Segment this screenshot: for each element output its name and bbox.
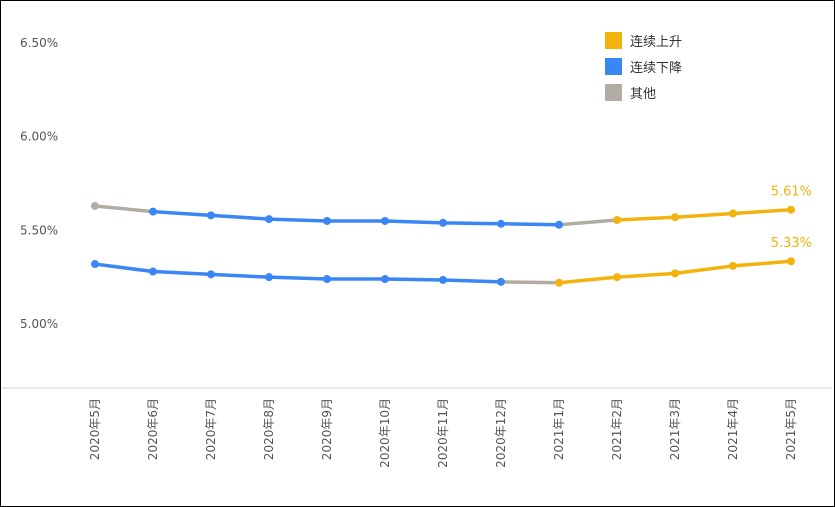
data-point [149, 267, 157, 276]
data-point [265, 215, 273, 224]
legend-swatch [605, 32, 622, 49]
data-point [323, 216, 331, 225]
legend-label: 其他 [630, 87, 656, 102]
data-point [729, 209, 737, 218]
x-tick-label: 2021年1月 [552, 398, 566, 460]
data-point [497, 219, 505, 228]
y-axis-ticks: 6.50% 6.00% 5.50% 5.00% [20, 36, 58, 331]
series-line-segment [383, 277, 445, 282]
series-line-segment [209, 272, 271, 279]
data-point [439, 275, 447, 284]
data-point [555, 220, 563, 229]
series-line-segment [267, 217, 329, 223]
data-point [787, 205, 795, 214]
x-tick-label: 2020年5月 [88, 398, 102, 460]
x-tick-label: 2021年4月 [726, 398, 740, 460]
series-line-segment [615, 215, 677, 222]
x-tick-label: 2021年3月 [668, 398, 682, 460]
legend-swatch [605, 58, 622, 75]
data-point [671, 269, 679, 278]
end-value-label: 5.33% [771, 236, 812, 251]
y-tick-label: 5.00% [20, 317, 58, 331]
series-line-segment [557, 218, 619, 227]
series-line-segment [499, 280, 561, 285]
series-line-segment [673, 264, 735, 276]
data-point [497, 277, 505, 286]
legend-label: 连续下降 [630, 60, 682, 76]
end-value-label: 5.61% [771, 185, 812, 200]
x-axis-ticks: 2020年5月 2020年6月 2020年7月 2020年8月 2020年9月 2020年… [88, 398, 798, 468]
y-tick-label: 5.50% [20, 223, 58, 237]
series-line-segment [731, 259, 793, 268]
series-line-segment [441, 221, 503, 226]
data-point [787, 257, 795, 266]
data-point [439, 218, 447, 227]
series-line-segment [499, 222, 561, 227]
x-tick-label: 2020年10月 [378, 398, 392, 468]
x-tick-label: 2020年11月 [436, 398, 450, 468]
x-tick-label: 2020年12月 [494, 398, 508, 468]
x-tick-label: 2020年7月 [204, 398, 218, 460]
x-tick-label: 2021年5月 [784, 398, 798, 460]
series-line-segment [383, 219, 445, 225]
x-tick-label: 2020年8月 [262, 398, 276, 460]
series-line-segment [731, 207, 793, 216]
series-line-segment [209, 213, 271, 221]
legend-swatch [605, 84, 622, 101]
data-point [729, 261, 737, 270]
series-line-segment [673, 211, 735, 219]
data-point [323, 275, 331, 284]
data-point [381, 275, 389, 284]
x-tick-label: 2020年9月 [320, 398, 334, 460]
data-point [555, 278, 563, 287]
data-labels: 5.61% 5.33% [771, 185, 812, 252]
data-point [91, 201, 99, 210]
y-tick-label: 6.00% [20, 130, 58, 144]
series-line-segment [93, 262, 155, 274]
series-points [91, 201, 795, 287]
x-tick-label: 2021年2月 [610, 398, 624, 460]
x-tick-label: 2020年6月 [146, 398, 160, 460]
series-line-segment [267, 275, 329, 281]
data-point [381, 216, 389, 225]
data-point [265, 273, 273, 282]
data-point [613, 216, 621, 225]
data-point [91, 260, 99, 269]
data-point [613, 273, 621, 282]
series-line-segment [151, 209, 213, 218]
legend-label: 连续上升 [630, 34, 682, 50]
series-lines [93, 204, 793, 285]
data-point [149, 207, 157, 216]
series-line-segment [615, 271, 677, 279]
series-line-segment [151, 269, 213, 277]
data-point [207, 211, 215, 220]
y-tick-label: 6.50% [20, 36, 58, 50]
series-line-segment [557, 275, 619, 285]
data-point [671, 213, 679, 222]
data-point [207, 270, 215, 279]
series-line-segment [93, 204, 155, 214]
series-line-segment [441, 278, 503, 284]
